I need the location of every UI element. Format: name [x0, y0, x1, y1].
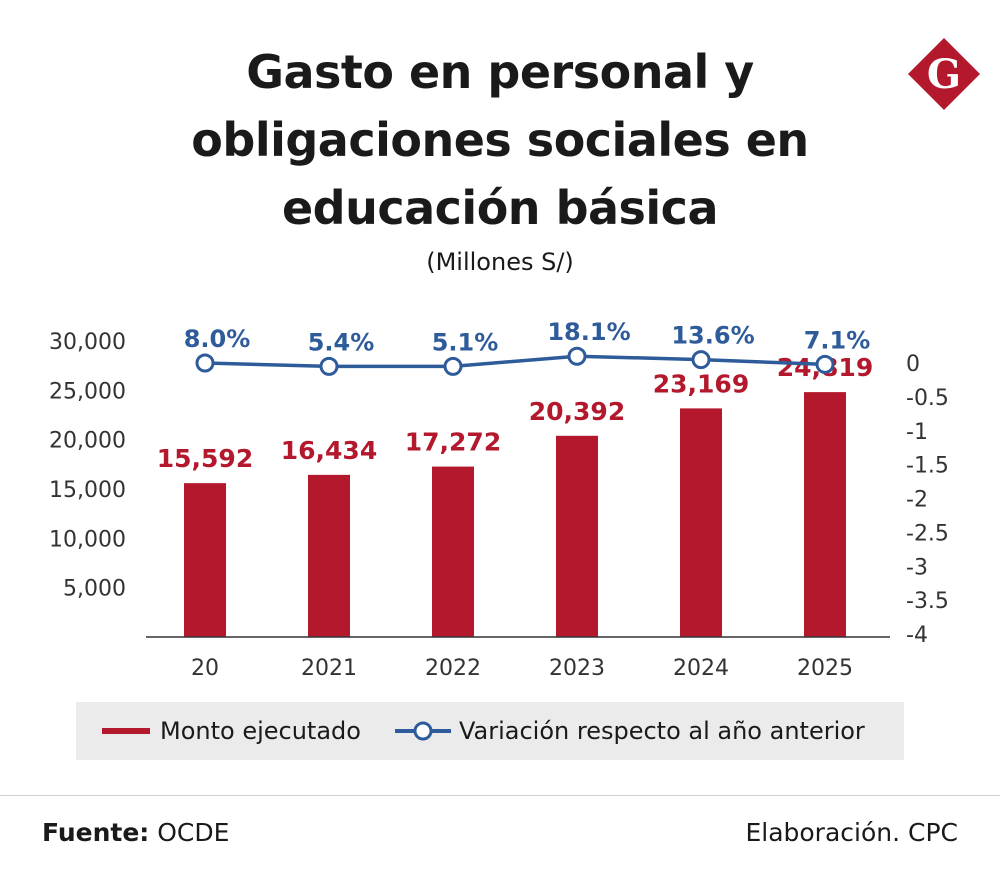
- y-right-tick-label: -2.5: [906, 521, 949, 546]
- y-right-tick-label: -0.5: [906, 386, 949, 411]
- line-point: [443, 356, 463, 376]
- line-point: [319, 356, 339, 376]
- title-line-2: obligaciones sociales en: [191, 113, 809, 167]
- chart-area: 5,000 10,000 15,000 20,000 25,000 30,000 0 -0.5…: [49, 318, 949, 681]
- bar: [804, 392, 846, 637]
- legend-bar-swatch: [102, 728, 150, 734]
- line-data-label: 5.4%: [308, 328, 375, 356]
- source-value: OCDE: [157, 818, 230, 847]
- line-point: [567, 346, 587, 366]
- bar-data-label: 17,272: [405, 428, 501, 457]
- x-tick-label: 2024: [673, 656, 729, 681]
- y-right-tick-label: -4: [906, 623, 928, 648]
- y-left-tick-label: 25,000: [49, 379, 126, 404]
- y-right-tick-label: -2: [906, 488, 928, 513]
- y-left-tick-label: 10,000: [49, 527, 126, 552]
- x-tick-label: 2022: [425, 656, 481, 681]
- y-left-tick-label: 30,000: [49, 330, 126, 355]
- bar: [184, 483, 226, 637]
- line-point: [691, 350, 711, 370]
- footer-credit: Elaboración. CPC: [745, 818, 958, 847]
- y-left-tick-label: 20,000: [49, 429, 126, 454]
- line-point: [815, 354, 835, 374]
- x-tick-label: 2025: [797, 656, 853, 681]
- x-tick-label: 20: [191, 656, 219, 681]
- bar: [556, 435, 598, 637]
- title-line-1: Gasto en personal y: [246, 45, 754, 99]
- line-data-label: 13.6%: [671, 322, 754, 350]
- bar: [308, 474, 350, 637]
- gestion-logo-icon: G: [908, 38, 980, 110]
- y-right-tick-label: -3.5: [906, 589, 949, 614]
- line-point: [195, 353, 215, 373]
- legend-item-line: Variación respecto al año anterior: [361, 717, 865, 745]
- y-right-tick-label: -1: [906, 420, 928, 445]
- chart-subtitle: (Millones S/): [426, 248, 574, 276]
- bar: [432, 466, 474, 637]
- line-data-label: 7.1%: [804, 326, 871, 354]
- legend-item-bar: Monto ejecutado: [76, 717, 361, 745]
- line-data-label: 5.1%: [432, 328, 499, 356]
- legend-bar-label: Monto ejecutado: [160, 717, 361, 745]
- y-right-tick-label: 0: [906, 352, 920, 377]
- y-left-tick-label: 15,000: [49, 478, 126, 503]
- svg-text:G: G: [927, 51, 961, 98]
- legend-line-label: Variación respecto al año anterior: [458, 717, 865, 745]
- source-label: Fuente:: [42, 818, 150, 847]
- chart-legend: Monto ejecutado Variación respecto al añ…: [76, 702, 904, 760]
- y-right-tick-label: -1.5: [906, 454, 949, 479]
- variation-line: [204, 354, 826, 369]
- title-line-3: educación básica: [281, 181, 719, 235]
- legend-line-swatch: [394, 721, 451, 741]
- x-tick-label: 2021: [301, 656, 357, 681]
- bar: [680, 408, 722, 637]
- line-data-label: 8.0%: [184, 325, 251, 353]
- bar-data-label: 15,592: [157, 444, 253, 473]
- footer-divider: [0, 795, 1000, 796]
- footer-source: Fuente: OCDE: [42, 818, 229, 847]
- x-tick-label: 2023: [549, 656, 605, 681]
- y-right-tick-label: -3: [906, 555, 928, 580]
- y-left-tick-label: 5,000: [63, 577, 126, 602]
- bar-data-label: 23,169: [653, 369, 749, 398]
- bar-data-label: 16,434: [281, 436, 377, 465]
- bar-data-label: 20,392: [529, 397, 625, 426]
- line-data-label: 18.1%: [547, 318, 630, 346]
- chart-title: Gasto en personal y obligaciones sociale…: [0, 38, 1000, 242]
